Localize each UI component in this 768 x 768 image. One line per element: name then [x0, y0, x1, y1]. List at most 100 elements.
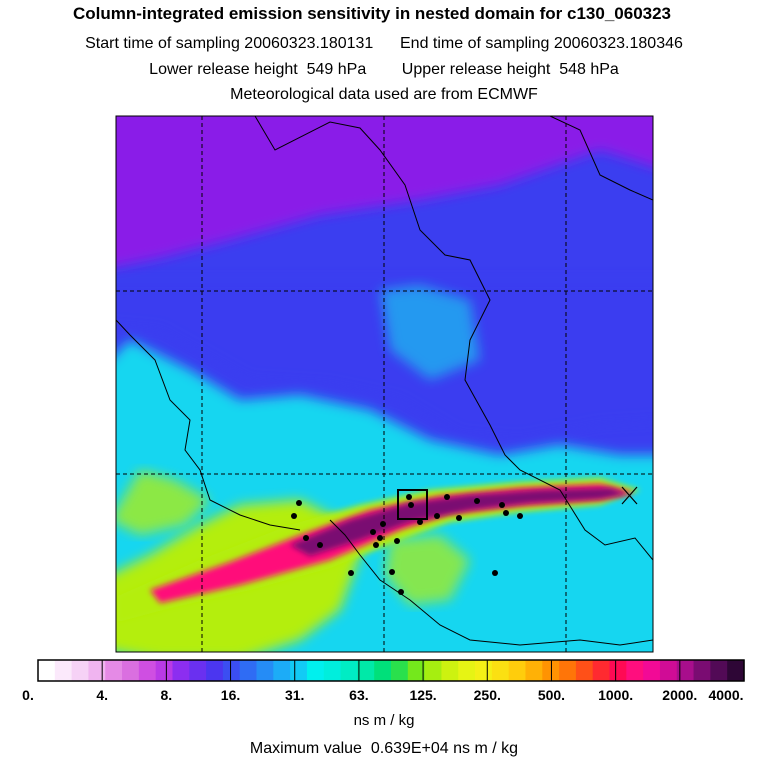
coastline	[116, 319, 301, 531]
colorbar-swatch	[609, 660, 627, 681]
maximum-units: ns m / kg	[453, 740, 519, 757]
sample-point	[408, 502, 414, 508]
colorbar-swatch	[508, 660, 527, 681]
colorbar-tick-label: 125.	[409, 687, 437, 703]
colorbar	[38, 660, 745, 681]
colorbar-tick-label: 16.	[220, 687, 241, 703]
sample-point	[499, 502, 505, 508]
colorbar-swatch	[659, 660, 678, 681]
met-data-line: Meteorological data used are from ECMWF	[230, 86, 538, 103]
colorbar-swatch	[458, 660, 476, 681]
colorbar-swatch	[290, 660, 308, 681]
map-frame	[115, 115, 654, 653]
colorbar-swatch	[441, 660, 459, 681]
colorbar-tick-label: 500.	[537, 687, 566, 703]
start-label: Start time of sampling	[85, 35, 240, 52]
sample-point	[434, 513, 440, 519]
colorbar-swatch	[138, 660, 157, 681]
colorbar-units: ns m / kg	[353, 712, 415, 729]
sample-point	[317, 542, 323, 548]
chart-title: Column-integrated emission sensitivity i…	[72, 4, 672, 23]
coastlines	[116, 116, 653, 646]
sample-point	[517, 513, 523, 519]
sample-point	[296, 500, 302, 506]
colorbar-swatch	[340, 660, 358, 681]
colorbar-swatch	[122, 660, 140, 681]
colorbar-swatch	[256, 660, 274, 681]
colorbar-tick-label: 4000.	[708, 687, 744, 703]
colorbar-swatch	[172, 660, 190, 681]
field-region	[116, 470, 210, 535]
sample-point	[417, 519, 423, 525]
colorbar-swatch	[155, 660, 174, 681]
colorbar-swatch	[323, 660, 342, 681]
sample-point	[380, 521, 386, 527]
colorbar-swatch	[407, 660, 426, 681]
colorbar-swatch	[222, 660, 241, 681]
sample-point	[370, 529, 376, 535]
sampling-points	[291, 494, 523, 595]
colorbar-tick-label: 0.	[22, 687, 34, 703]
field-region	[150, 484, 635, 603]
colorbar-swatch	[38, 660, 56, 681]
coastline	[549, 116, 653, 201]
graticule	[116, 116, 653, 652]
field-region	[290, 488, 628, 556]
end-label: End time of sampling	[400, 35, 550, 52]
colorbar-swatch	[273, 660, 291, 681]
start-value: 20060323.180131	[244, 35, 374, 52]
field-region	[380, 285, 480, 380]
colorbar-tick-label: 63.	[349, 687, 369, 703]
colorbar-swatch	[424, 660, 443, 681]
colorbar-swatch	[491, 660, 510, 681]
colorbar-swatch	[88, 660, 106, 681]
upper-label: Upper release height	[401, 61, 551, 78]
colorbar-swatch	[391, 660, 409, 681]
colorbar-swatch	[105, 660, 123, 681]
sample-point	[394, 538, 400, 544]
sample-point	[456, 515, 462, 521]
colorbar-swatch	[206, 660, 224, 681]
colorbar-swatch	[643, 660, 661, 681]
sample-point	[348, 570, 354, 576]
sample-point	[398, 589, 404, 595]
sampling-times: Start time of sampling 20060323.180131 E…	[0, 35, 768, 53]
maximum-value: 0.639E+04	[370, 740, 449, 757]
colorbar-tick-label: 250.	[473, 687, 501, 703]
end-value: 20060323.180346	[553, 35, 683, 52]
release-heights: Lower release height 549 hPa Upper relea…	[0, 61, 768, 79]
colorbar-swatch	[71, 660, 90, 681]
colorbar-swatch	[710, 660, 728, 681]
field-region	[116, 280, 653, 440]
colorbar-swatch	[525, 660, 543, 681]
colorbar-swatch	[306, 660, 325, 681]
sample-point	[406, 494, 412, 500]
colorbar-swatch	[357, 660, 375, 681]
sensitivity-field	[116, 116, 653, 652]
field-region	[116, 116, 653, 267]
colorbar-swatch	[676, 660, 695, 681]
field-region	[118, 478, 640, 622]
upper-value: 548 hPa	[559, 61, 619, 78]
coastline	[254, 116, 653, 561]
sample-point	[444, 494, 450, 500]
maximum-value-line: Maximum value 0.639E+04 ns m / kg	[0, 740, 768, 758]
colorbar-swatch	[374, 660, 392, 681]
colorbar-swatch	[592, 660, 611, 681]
lower-value: 549 hPa	[306, 61, 367, 78]
colorbar-swatch	[575, 660, 594, 681]
sample-point	[291, 513, 297, 519]
colorbar-tick-label: 4.	[96, 687, 109, 703]
sample-point	[474, 498, 480, 504]
colorbar-tick-label: 1000.	[598, 687, 634, 703]
colorbar-swatch	[54, 660, 73, 681]
colorbar-swatch	[727, 660, 745, 681]
sample-point	[492, 570, 498, 576]
end-marker	[621, 486, 638, 505]
sample-point	[503, 510, 509, 516]
sample-point	[377, 535, 383, 541]
colorbar-swatch	[626, 660, 644, 681]
release-box	[397, 489, 428, 520]
coastline	[329, 519, 653, 646]
